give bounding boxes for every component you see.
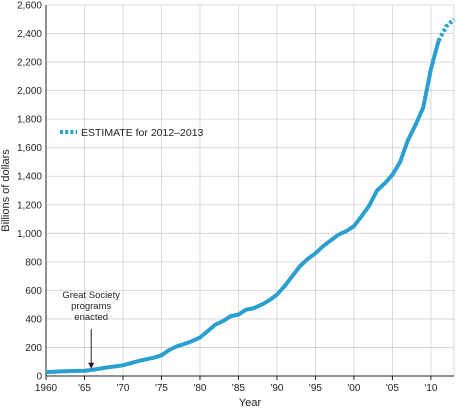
annotation-text-line: Great Society xyxy=(62,290,120,301)
y-tick-label: 1,400 xyxy=(17,172,42,183)
series-lines xyxy=(45,17,456,375)
x-tick-label: '85 xyxy=(232,383,245,394)
y-tick-label: 2,200 xyxy=(17,58,42,69)
y-tick-label: 0 xyxy=(36,372,42,383)
x-tick-label: '05 xyxy=(386,383,399,394)
x-tick-labels: 1960 '65 '70 '75 '80 '85 '90 '95 '00 '05 '10 xyxy=(35,383,438,394)
y-tick-label: 400 xyxy=(25,314,42,325)
grid xyxy=(46,4,455,376)
y-tick-label: 600 xyxy=(25,286,42,297)
x-tick-label: '90 xyxy=(270,383,283,394)
y-tick-label: 2,000 xyxy=(17,86,42,97)
y-tick-labels: 0 200 400 600 800 1,000 1,200 1,400 1,600 1,800 2,… xyxy=(17,1,42,383)
x-tick-label: '80 xyxy=(193,383,206,394)
y-tick-label: 2,600 xyxy=(17,1,42,12)
legend: ESTIMATE for 2012–2013 xyxy=(60,127,204,139)
x-axis-title: Year xyxy=(239,397,262,409)
y-tick-label: 1,200 xyxy=(17,200,42,211)
annotation-text-line: enacted xyxy=(74,312,108,323)
y-tick-label: 1,000 xyxy=(17,229,42,240)
estimate-series-line xyxy=(436,17,456,42)
x-tick-label: 1960 xyxy=(35,383,58,394)
axes xyxy=(45,5,454,380)
annotation: Great Society programs enacted xyxy=(62,290,120,369)
y-tick-label: 200 xyxy=(25,343,42,354)
x-tick-label: '10 xyxy=(424,383,437,394)
y-tick-label: 1,800 xyxy=(17,115,42,126)
y-axis-title: Billions of dollars xyxy=(0,149,12,232)
annotation-text-line: programs xyxy=(71,301,111,312)
annotation-arrow-head xyxy=(88,362,95,369)
legend-label: ESTIMATE for 2012–2013 xyxy=(81,127,204,139)
x-tick-label: '95 xyxy=(309,383,322,394)
x-tick-label: '75 xyxy=(155,383,168,394)
y-tick-label: 800 xyxy=(25,257,42,268)
x-tick-label: '00 xyxy=(347,383,360,394)
y-tick-label: 2,400 xyxy=(17,29,42,40)
x-tick-label: '70 xyxy=(116,383,129,394)
x-tick-label: '65 xyxy=(78,383,91,394)
y-tick-label: 1,600 xyxy=(17,143,42,154)
actual-series-line xyxy=(45,40,441,375)
